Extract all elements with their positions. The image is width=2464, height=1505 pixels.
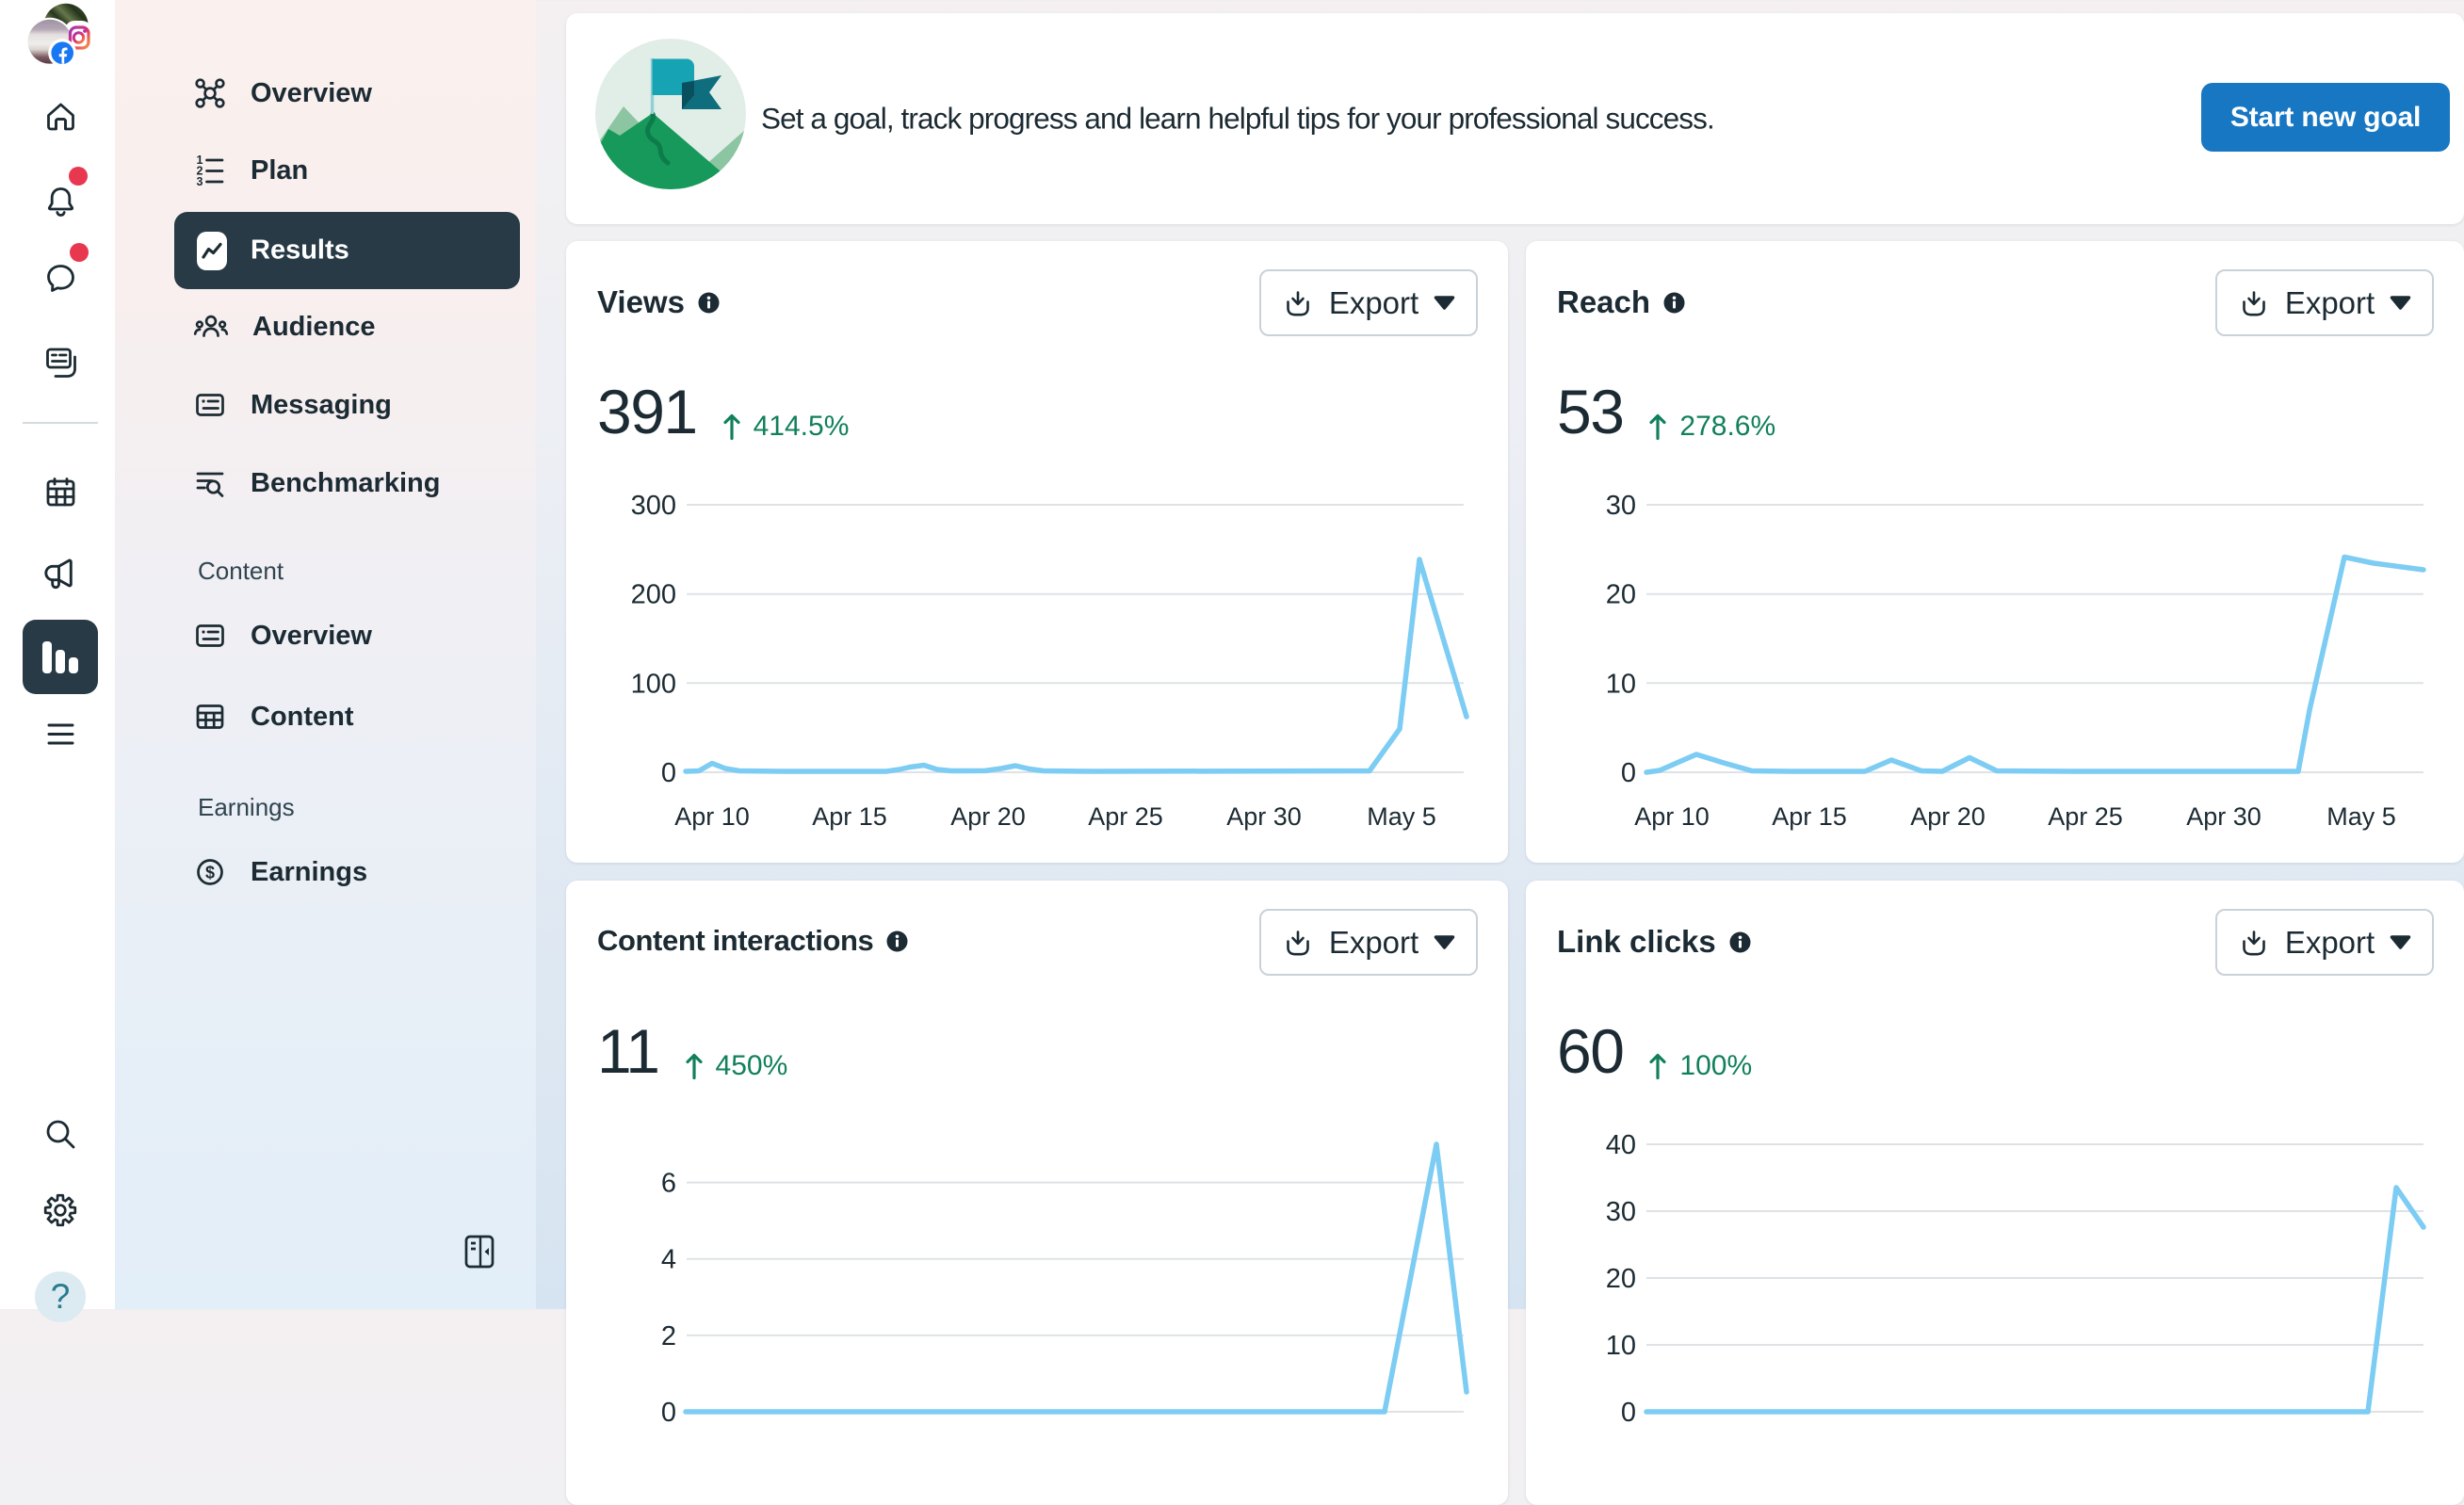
svg-text:4: 4: [661, 1245, 676, 1275]
svg-text:0: 0: [661, 1398, 676, 1428]
svg-text:2: 2: [661, 1321, 676, 1351]
svg-text:10: 10: [1606, 1331, 1636, 1361]
svg-text:20: 20: [1606, 580, 1636, 610]
svg-text:Apr 10: Apr 10: [1634, 802, 1710, 831]
svg-text:$: $: [205, 864, 215, 882]
svg-text:30: 30: [1606, 491, 1636, 521]
svg-text:0: 0: [1621, 1398, 1636, 1428]
svg-text:20: 20: [1606, 1264, 1636, 1294]
svg-text:2: 2: [197, 165, 203, 178]
svg-text:0: 0: [661, 758, 676, 788]
svg-text:200: 200: [631, 580, 676, 610]
svg-text:Apr 25: Apr 25: [2048, 802, 2123, 831]
svg-text:Apr 20: Apr 20: [950, 802, 1026, 831]
svg-text:100: 100: [631, 669, 676, 699]
svg-text:3: 3: [197, 175, 203, 187]
svg-text:May 5: May 5: [2326, 802, 2396, 831]
svg-text:Apr 25: Apr 25: [1088, 802, 1163, 831]
svg-text:Apr 15: Apr 15: [812, 802, 887, 831]
svg-text:Apr 20: Apr 20: [1910, 802, 1986, 831]
svg-text:300: 300: [631, 491, 676, 521]
svg-text:6: 6: [661, 1169, 676, 1199]
svg-text:Apr 15: Apr 15: [1772, 802, 1847, 831]
svg-text:10: 10: [1606, 669, 1636, 699]
svg-text:30: 30: [1606, 1197, 1636, 1227]
svg-text:Apr 10: Apr 10: [674, 802, 750, 831]
svg-text:40: 40: [1606, 1130, 1636, 1160]
svg-text:Apr 30: Apr 30: [1226, 802, 1302, 831]
svg-text:Apr 30: Apr 30: [2186, 802, 2261, 831]
svg-text:1: 1: [197, 154, 203, 167]
svg-text:0: 0: [1621, 758, 1636, 788]
svg-text:May 5: May 5: [1367, 802, 1436, 831]
